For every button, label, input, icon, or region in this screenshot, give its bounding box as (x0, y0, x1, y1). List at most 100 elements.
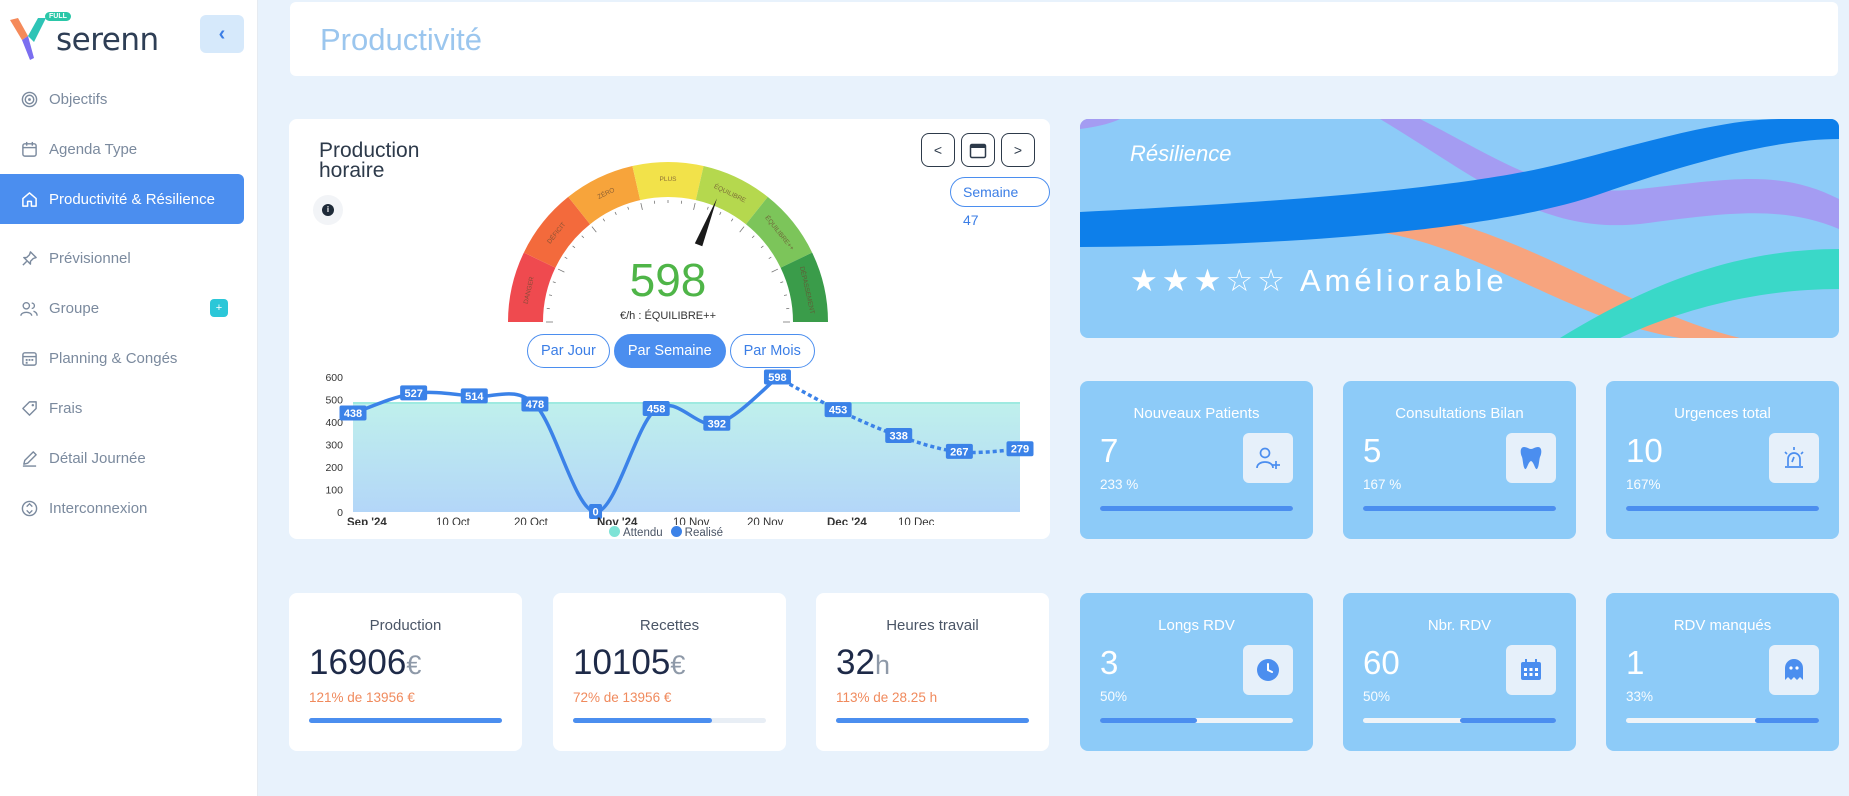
kpi-card-heures-travail[interactable]: Heures travail 32h 113% de 28.25 h (816, 593, 1049, 751)
y-tick-label: 500 (325, 395, 343, 407)
gauge-tick (581, 235, 585, 239)
stat-percent: 50% (1363, 689, 1391, 704)
production-line-chart: 600 500 400 300 200 100 0 438 527 514 478 0 458 392 59… (325, 369, 1034, 525)
sidebar-item-objectifs[interactable]: Objectifs (0, 74, 244, 124)
data-label: 338 (890, 430, 908, 442)
x-tick-label: Dec '24 (827, 517, 867, 525)
kpi-card-production[interactable]: Production 16906€ 121% de 13956 € (289, 593, 522, 751)
stat-progress (1363, 506, 1556, 511)
sidebar-item-productivite[interactable]: Productivité & Résilience (0, 174, 244, 224)
period-week-button[interactable]: Par Semaine (613, 334, 726, 368)
info-button[interactable]: i (313, 195, 343, 225)
stat-card-nbr-rdv[interactable]: Nbr. RDV 60 50% (1343, 593, 1576, 751)
stat-percent: 50% (1100, 689, 1128, 704)
gauge-tick (640, 202, 643, 210)
stat-progress (1363, 718, 1556, 723)
data-label-box (1006, 441, 1034, 457)
gauge-zone (568, 166, 641, 225)
previous-week-button[interactable]: < (921, 133, 955, 167)
ghost-icon (1769, 645, 1819, 695)
gauge-tick (751, 235, 755, 239)
stat-progress (1626, 718, 1819, 723)
sidebar-item-groupe[interactable]: Groupe + (0, 283, 244, 333)
x-tick-label: 20 Nov (747, 517, 784, 525)
y-tick-label: 100 (325, 485, 343, 497)
stat-card-nouveaux-patients[interactable]: Nouveaux Patients 7 233 % (1080, 381, 1313, 539)
calendar-picker-button[interactable] (961, 133, 995, 167)
legend-actual-label: Realisé (684, 527, 724, 539)
sidebar-item-agenda-type[interactable]: Agenda Type (0, 124, 244, 174)
logo-mark-icon (10, 18, 46, 60)
sidebar-item-label: Planning & Congés (49, 349, 178, 367)
stat-card-longs-rdv[interactable]: Longs RDV 3 50% (1080, 593, 1313, 751)
next-week-button[interactable]: > (1001, 133, 1035, 167)
sidebar-item-interconnexion[interactable]: Interconnexion (0, 483, 244, 533)
kpi-value: 16906 (309, 643, 407, 682)
data-label: 598 (768, 372, 786, 384)
period-month-button[interactable]: Par Mois (729, 334, 815, 368)
stat-card-rdv-manques[interactable]: RDV manqués 1 33% (1606, 593, 1839, 751)
sidebar-item-planning[interactable]: Planning & Congés (0, 333, 244, 383)
kpi-title: Recettes (639, 617, 700, 634)
gauge-zone (523, 196, 591, 268)
kpi-progress-fill (836, 718, 1029, 723)
sidebar-item-label: Prévisionnel (49, 249, 131, 267)
calendar-icon (20, 140, 38, 158)
target-icon (20, 90, 38, 108)
kpi-progress (573, 718, 766, 723)
data-label: 458 (647, 403, 665, 415)
tooth-icon (1506, 433, 1556, 483)
gauge-value: 598 (630, 254, 707, 306)
logo[interactable]: FULL serenn (8, 12, 168, 62)
alarm-icon (1769, 433, 1819, 483)
legend-actual[interactable]: Realisé (670, 526, 724, 539)
collapse-sidebar-button[interactable]: ‹ (200, 15, 244, 53)
kpi-unit: € (406, 650, 422, 680)
data-label-box (400, 385, 428, 401)
stat-value: 60 (1363, 644, 1400, 681)
sidebar-item-detail-journee[interactable]: Détail Journée (0, 433, 244, 483)
gauge-needle (694, 198, 717, 247)
sidebar-item-label: Groupe (49, 299, 100, 317)
stat-title: Consultations Bilan (1395, 405, 1524, 422)
sidebar-item-frais[interactable]: Frais (0, 383, 244, 433)
resilience-title: Résilience (1130, 141, 1232, 166)
period-day-button[interactable]: Par Jour (527, 334, 610, 368)
gauge-tick (572, 245, 576, 249)
pushpin-icon (20, 249, 38, 267)
add-group-badge[interactable]: + (210, 299, 228, 317)
x-tick-label: Sep '24 (347, 517, 387, 525)
expected-area (353, 402, 1020, 512)
data-label: 438 (344, 408, 362, 420)
stat-title: Nbr. RDV (1427, 617, 1492, 634)
week-label[interactable]: Semaine 47 (950, 177, 1050, 228)
stat-progress-fill (1363, 506, 1556, 511)
users-icon (20, 299, 38, 317)
gauge-tick (780, 281, 784, 284)
sidebar: FULL serenn ‹ Objectifs Agenda Type Prod… (0, 0, 258, 796)
gauge-tick (557, 268, 565, 273)
sidebar-item-label: Productivité & Résilience (49, 190, 215, 208)
stat-card-consultations-bilan[interactable]: Consultations Bilan 5 167 % (1343, 381, 1576, 539)
stat-value: 5 (1363, 432, 1382, 469)
pencil-icon (20, 449, 38, 467)
stat-value: 7 (1100, 432, 1119, 469)
kpi-subtext: 72% de 13956 € (573, 690, 672, 705)
kpi-card-recettes[interactable]: Recettes 10105€ 72% de 13956 € (553, 593, 786, 751)
sidebar-item-previsionnel[interactable]: Prévisionnel (0, 233, 244, 283)
stat-percent: 167 % (1363, 477, 1402, 492)
kpi-value-wrap: 10105€ (573, 643, 685, 683)
gauge-tick (783, 294, 788, 296)
stat-title: Longs RDV (1158, 617, 1235, 634)
data-label-box (589, 504, 603, 519)
stat-card-urgences-total[interactable]: Urgences total 10 167% (1606, 381, 1839, 539)
period-selector: Par Jour Par Semaine Par Mois (527, 334, 815, 368)
kpi-title: Production (369, 617, 442, 634)
sidebar-item-label: Détail Journée (49, 449, 146, 467)
calendar-grid-icon (20, 349, 38, 367)
stat-progress-fill (1755, 718, 1819, 723)
sidebar-item-label: Agenda Type (49, 140, 138, 158)
gauge-tick (564, 256, 568, 260)
gauge-tick (548, 294, 553, 296)
legend-expected[interactable]: Attendu (609, 526, 663, 539)
